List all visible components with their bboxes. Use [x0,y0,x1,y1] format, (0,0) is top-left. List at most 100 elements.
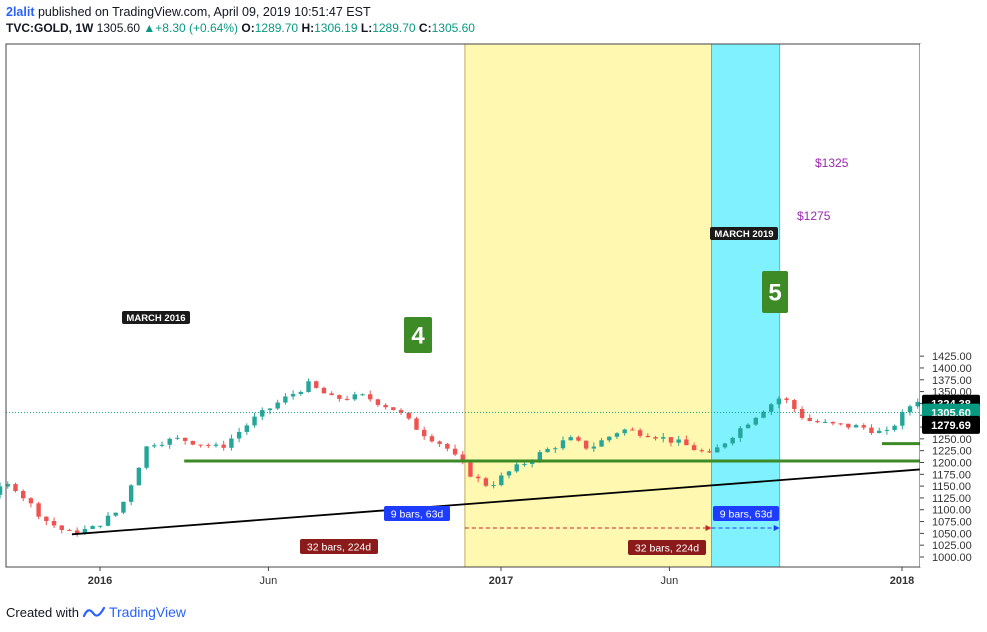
candle-body [560,440,566,449]
candle-body [715,447,720,453]
y-tick-label: 1400.00 [932,363,972,375]
candle-body [175,437,180,439]
target-1325-label: $1325 [815,156,849,170]
candle-body [622,429,627,434]
candle-body [190,440,196,445]
y-tick-label: 1225.00 [932,446,972,458]
candle-body [822,421,828,423]
bars-count-1: 32 bars, 224d [307,541,371,553]
candle-body [753,417,758,425]
price-label-1279-bg [922,415,980,434]
y-tick-label: 1025.00 [932,540,972,552]
candle-body [51,521,57,526]
candle-body [74,530,80,534]
candle-body [761,411,766,418]
candle-body [44,516,49,522]
y-tick-label: 1375.00 [932,375,972,387]
candle-body [36,503,41,517]
last-price: 1305.60 [96,21,141,35]
candle-body [684,439,689,446]
candle-body [375,399,381,405]
candle-body [900,412,905,426]
bars-count-3: 32 bars, 224d [635,542,699,554]
created-with-text: Created with [6,604,79,620]
symbol-line: TVC:GOLD, 1W 1305.60 ▲+8.30 (+0.64%) O:1… [6,20,766,36]
candle-body [314,381,319,388]
candle-body [28,498,34,504]
candle-body [198,444,203,446]
candle-body [421,429,427,437]
close-value: 1305.60 [431,21,475,35]
candle-body [337,395,342,399]
candle-body [5,484,10,487]
candle-body [607,436,612,441]
time-axis[interactable]: 2016Jun2017Jun2018Jun20192020 [88,567,987,587]
publish-info: published on TradingView.com, April 09, … [34,5,371,19]
candle-body [167,438,172,445]
candle-body [614,433,620,437]
candle-body [105,515,111,526]
candle-body [892,425,897,430]
candle-body [553,448,558,450]
candle-body [522,463,527,465]
y-tick-label: 1000.00 [932,552,972,564]
candle-body [576,437,581,441]
candle-body [807,417,812,421]
candle-body [445,443,450,449]
publish-line: 2lalit published on TradingView.com, Apr… [6,4,766,20]
candle-body [499,475,504,486]
candle-body [152,445,157,447]
y-tick-label: 1050.00 [932,528,972,540]
candle-body [283,396,288,403]
candle-body [722,443,728,448]
candle-body [182,437,188,441]
tradingview-brand[interactable]: TradingView [108,604,187,620]
bars-count-4: 9 bars, 63d [720,508,773,520]
candle-body [468,462,473,477]
candle-body [792,400,797,409]
candle-body [915,401,920,407]
candle-body [707,451,712,453]
price-change: +8.30 (+0.64%) [155,21,239,35]
candle-body [645,435,651,438]
candle-body [267,408,273,411]
candle-body [668,437,674,443]
candle-body [360,394,365,396]
candle-body [221,444,226,448]
candle-body [537,452,543,461]
candle-body [853,425,859,428]
low-value: 1289.70 [372,21,416,35]
candle-body [406,412,411,419]
candle-body [252,416,257,426]
candle-body [298,392,304,394]
wave-4-label-bg [404,317,432,353]
candle-body [13,484,18,491]
candle-body [429,436,435,442]
close-label: C: [418,21,432,35]
candle-body [244,425,250,432]
y-tick-label: 1125.00 [932,493,971,505]
bars-count-4-bg [713,506,779,521]
candle-body [483,478,489,486]
author-link[interactable]: 2lalit [6,5,35,19]
candle-body [907,406,913,413]
tradingview-logo-icon [82,606,105,618]
candle-body [290,393,296,397]
footer: Created with TradingView [6,604,186,620]
candle-body [452,448,458,455]
candle-body [784,398,789,401]
candle-body [121,501,126,513]
candle-body [20,490,26,499]
march-2019-label: MARCH 2019 [714,229,773,240]
symbol-name: TVC:GOLD, 1W [6,21,94,35]
candle-body [113,512,118,516]
bars-count-2-bg [384,506,450,521]
candle-body [368,394,373,400]
candle-body [745,424,751,429]
price-axis[interactable]: 1000.001025.001050.001075.001100.001125.… [920,44,987,567]
x-tick-label: 2018 [890,575,914,587]
range-arrow-1-head [705,525,712,531]
candle-body [884,429,890,431]
candle-body [306,381,311,393]
